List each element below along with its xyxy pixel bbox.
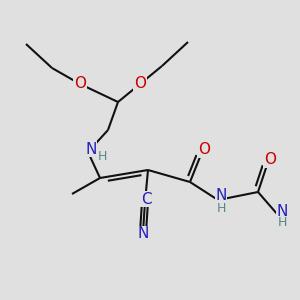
Text: N: N (85, 142, 97, 157)
Text: C: C (141, 191, 151, 206)
Text: O: O (264, 152, 276, 167)
Text: O: O (134, 76, 146, 92)
Text: N: N (215, 188, 227, 203)
Text: H: H (216, 202, 226, 214)
Text: O: O (74, 76, 86, 92)
Text: O: O (198, 142, 210, 158)
Text: N: N (276, 203, 288, 218)
Text: H: H (97, 149, 107, 163)
Text: H: H (277, 217, 287, 230)
Text: N: N (137, 226, 149, 242)
